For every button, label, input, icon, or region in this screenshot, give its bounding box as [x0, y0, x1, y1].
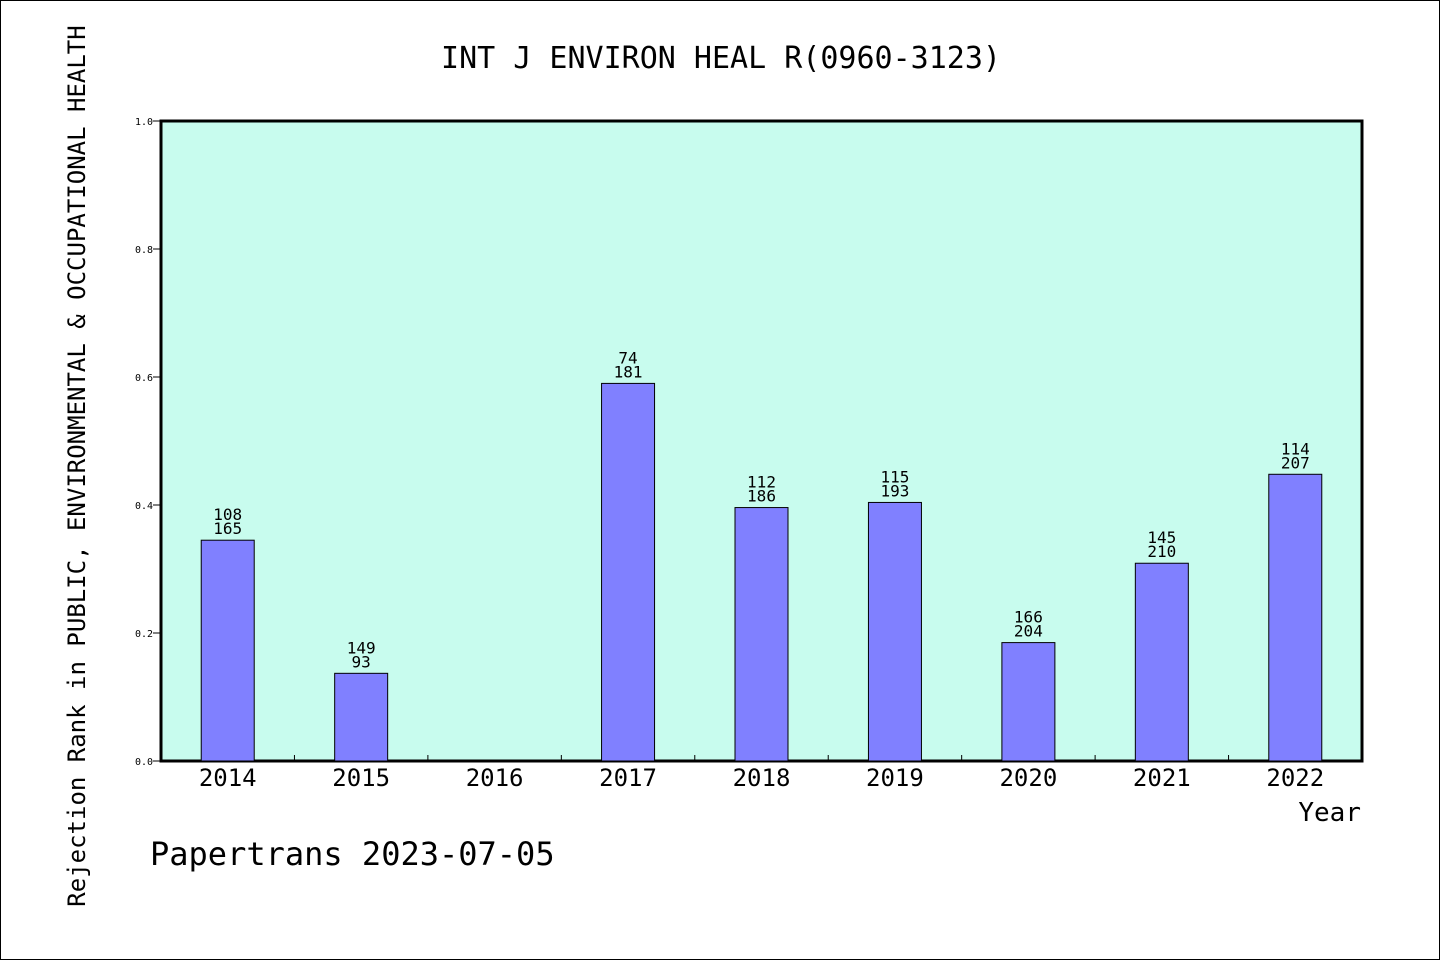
bar-2019	[867, 501, 922, 762]
y-tick-label: 0.8	[135, 245, 153, 256]
bar-2021	[1134, 562, 1189, 762]
x-axis-ticks	[293, 755, 1230, 761]
x-tick-label: 2020	[999, 764, 1057, 792]
bar-total-label: 93	[352, 652, 371, 671]
x-tick-label: 2022	[1266, 764, 1324, 792]
y-tick-label: 0.0	[135, 757, 153, 768]
bar-total-label: 210	[1147, 542, 1176, 561]
bar-rank-label: 149	[347, 638, 376, 657]
x-axis-title: Year	[1298, 798, 1361, 828]
bar-rank-label: 108	[213, 505, 242, 524]
bar-total-label: 165	[213, 519, 242, 538]
x-tick-label: 2017	[599, 764, 657, 792]
bar-rank-label: 114	[1281, 439, 1310, 458]
bar-rank-label: 145	[1147, 528, 1176, 547]
y-tick-label: 0.6	[135, 373, 153, 384]
bar-total-label: 207	[1281, 453, 1310, 472]
bar-2017	[601, 382, 656, 762]
x-tick-label: 2016	[466, 764, 524, 792]
bar-rank-label: 112	[747, 473, 776, 492]
bar-rank-label: 115	[880, 467, 909, 486]
bar-total-label: 186	[747, 487, 776, 506]
x-tick-label: 2014	[199, 764, 257, 792]
bar-2020	[1001, 642, 1056, 762]
bar-rank-label: 166	[1014, 608, 1043, 627]
x-tick-label: 2018	[733, 764, 791, 792]
y-tick-label: 0.2	[135, 629, 153, 640]
bar-2018	[734, 507, 789, 762]
bar-2022	[1268, 473, 1323, 762]
x-axis-labels: 2014 2015 2016 2017 2018 2019 2020 2021 2022	[199, 764, 1324, 792]
chart-title: INT J ENVIRON HEAL R(0960-3123)	[441, 41, 1001, 76]
y-axis-title: Rejection Rank in PUBLIC, ENVIRONMENTAL …	[63, 25, 91, 906]
bar-rank-label: 74	[618, 348, 637, 367]
bar-total-label: 204	[1014, 622, 1043, 641]
y-tick-label: 0.4	[135, 501, 153, 512]
x-tick-label: 2015	[332, 764, 390, 792]
bar-total-label: 181	[614, 362, 643, 381]
bar-total-label: 193	[880, 481, 909, 500]
bar-2014	[200, 539, 255, 762]
source-footer: Papertrans 2023-07-05	[150, 835, 555, 873]
y-axis-ticks: 0.0 0.2 0.4 0.6 0.8 1.0	[135, 117, 161, 768]
bars	[200, 382, 1323, 762]
y-tick-label: 1.0	[135, 117, 153, 128]
bar-2015	[334, 672, 389, 762]
x-tick-label: 2019	[866, 764, 924, 792]
x-tick-label: 2021	[1133, 764, 1191, 792]
